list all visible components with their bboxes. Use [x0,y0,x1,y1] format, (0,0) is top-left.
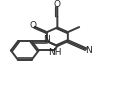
Text: N: N [85,46,92,55]
Text: NH: NH [48,48,61,57]
Text: N: N [43,35,50,44]
Text: O: O [29,21,36,30]
Text: O: O [54,0,61,10]
